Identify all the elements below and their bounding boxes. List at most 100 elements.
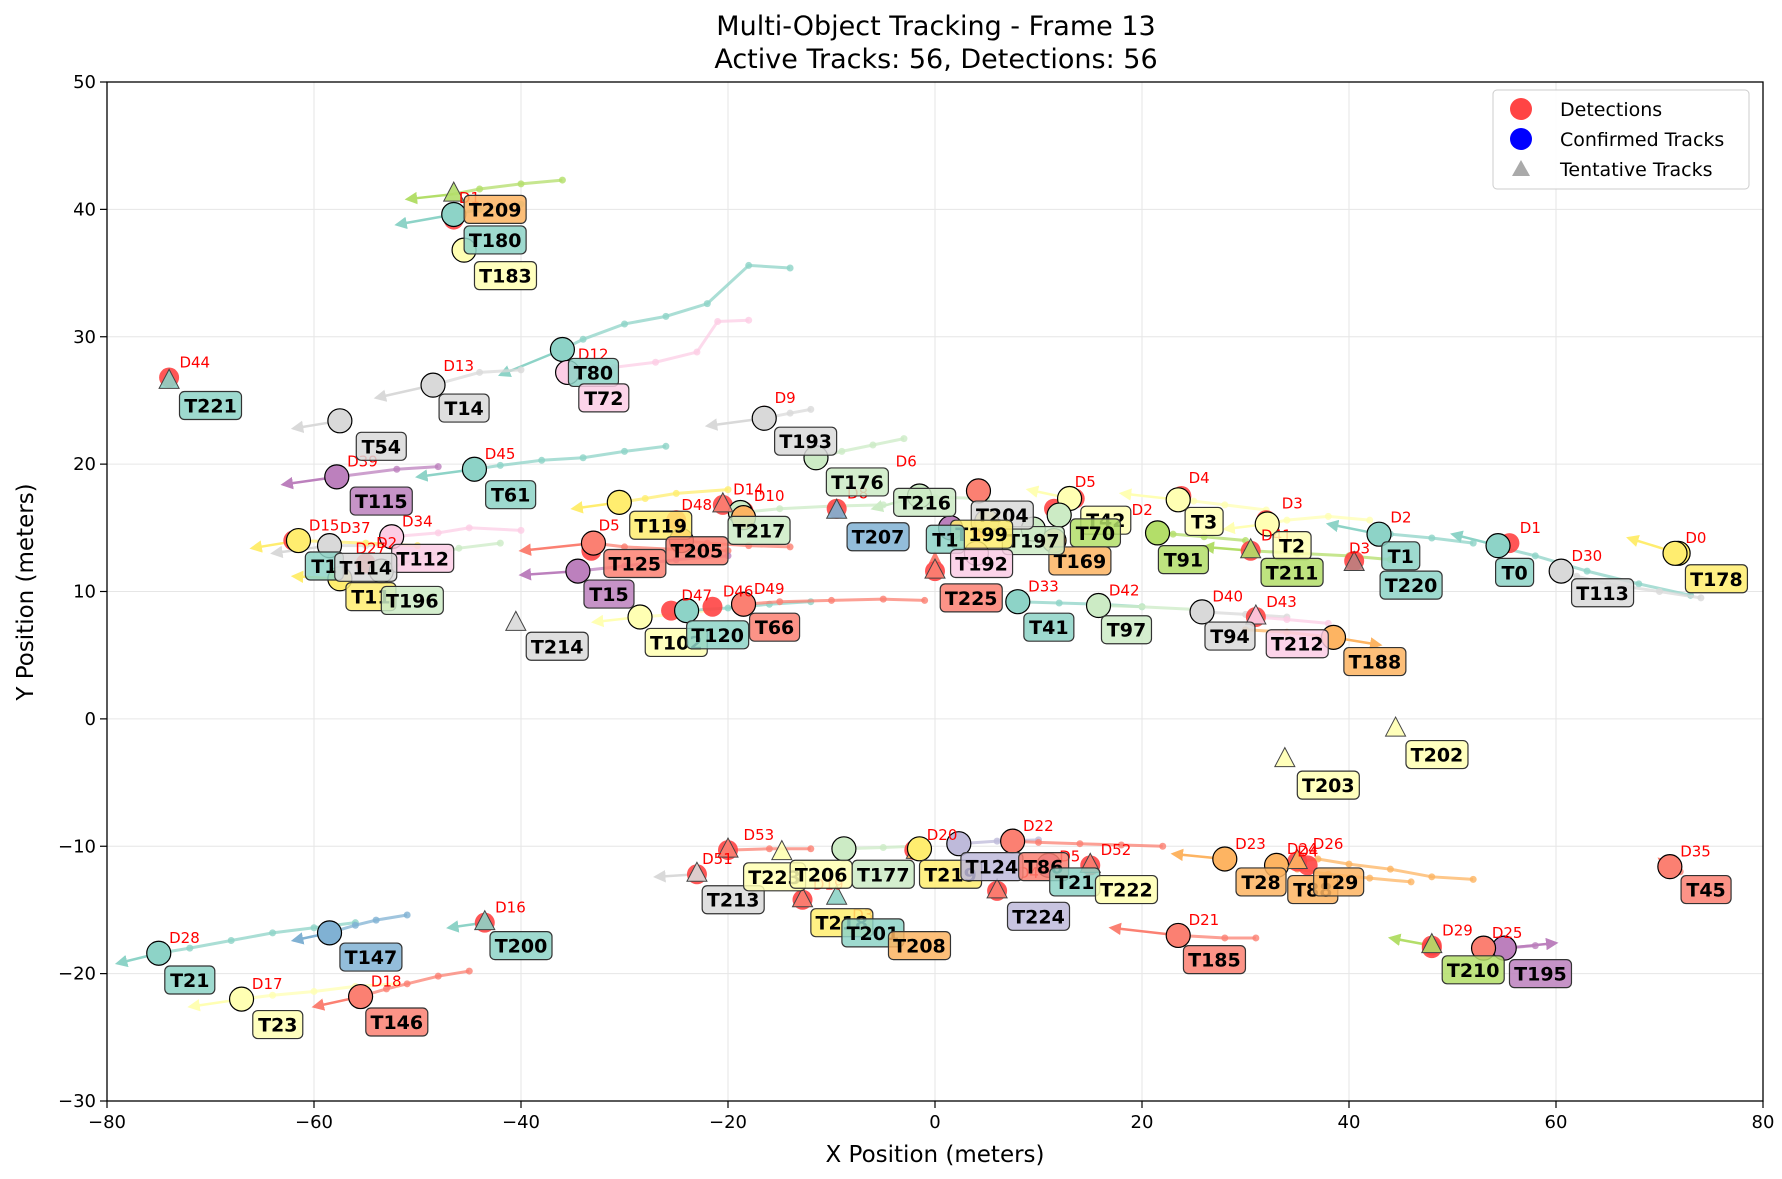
detection-label: D42 bbox=[1109, 581, 1140, 599]
y-tick-label: 50 bbox=[73, 72, 96, 93]
trail-point bbox=[579, 454, 587, 462]
chart-subtitle: Active Tracks: 56, Detections: 56 bbox=[714, 44, 1157, 75]
track-label-background bbox=[774, 426, 838, 456]
track-label-text: T192 bbox=[955, 553, 1008, 575]
track-label-background bbox=[578, 383, 630, 413]
track-label-background bbox=[164, 965, 216, 995]
trail-point bbox=[621, 320, 628, 328]
confirmed-track-marker bbox=[1662, 540, 1688, 566]
tentative-track-marker bbox=[825, 498, 848, 519]
track-label-box: T193 bbox=[774, 426, 838, 456]
detection-label: D13 bbox=[443, 357, 474, 375]
track-label-text: T114 bbox=[339, 557, 392, 579]
track-label-text: T70 bbox=[1076, 523, 1115, 545]
track-label-background bbox=[380, 585, 444, 616]
confirmed-track-marker bbox=[1085, 592, 1112, 619]
track-label-box: T217 bbox=[727, 515, 791, 545]
track-label-box: T114 bbox=[334, 552, 398, 582]
trail-point bbox=[745, 316, 753, 324]
track-label-text: T213 bbox=[707, 890, 760, 912]
trail-point bbox=[403, 980, 411, 988]
trail-point bbox=[1055, 599, 1063, 607]
track-label-text: T113 bbox=[1576, 583, 1629, 605]
track-label-box: T112 bbox=[391, 543, 455, 573]
confirmed-track-marker bbox=[1165, 487, 1191, 513]
trail-point bbox=[1117, 841, 1125, 849]
track-labels: D0D1D2D3D4D5D6D8D9D10D12D13D14D15D16D17D… bbox=[164, 189, 1749, 1040]
track-label-text: T183 bbox=[479, 266, 532, 288]
y-tick-label: 30 bbox=[73, 327, 96, 348]
track-label-box: T2 bbox=[1272, 531, 1312, 561]
legend-label: Confirmed Tracks bbox=[1560, 129, 1724, 151]
track-label-text: T112 bbox=[396, 548, 449, 570]
tentative-track-marker bbox=[711, 491, 734, 513]
track-label-background bbox=[686, 620, 750, 650]
track-label-background bbox=[334, 552, 398, 582]
x-axis-label: X Position (meters) bbox=[825, 1142, 1044, 1168]
confirmed-track-marker bbox=[1165, 922, 1191, 949]
track-label-text: T225 bbox=[945, 588, 998, 610]
track-label-box: T3 bbox=[1184, 506, 1224, 537]
trail-point bbox=[1386, 865, 1394, 873]
track-label-text: T205 bbox=[671, 541, 724, 563]
track-label-background bbox=[1184, 506, 1224, 537]
y-tick-label: 20 bbox=[73, 454, 96, 475]
trail-point bbox=[372, 916, 380, 924]
track-label-box: T180 bbox=[463, 225, 527, 255]
trail-point bbox=[921, 596, 929, 604]
trail-point bbox=[828, 596, 835, 604]
legend-marker-confirmed bbox=[1510, 128, 1532, 150]
trail-point bbox=[807, 405, 815, 413]
tentative-track-marker bbox=[504, 610, 527, 631]
trail-point bbox=[1469, 539, 1477, 547]
detection-label: D53 bbox=[744, 826, 775, 844]
confirmed-track-marker bbox=[606, 489, 632, 515]
confirmed-track-marker bbox=[1189, 599, 1215, 625]
trail-point bbox=[745, 261, 753, 269]
track-label-text: T211 bbox=[1266, 562, 1319, 584]
trail-point bbox=[776, 598, 784, 606]
detection-label: D37 bbox=[340, 519, 371, 537]
confirmed-track-marker bbox=[946, 831, 972, 857]
detection-label: D1 bbox=[1520, 519, 1541, 537]
x-tick-label: 0 bbox=[929, 1112, 940, 1133]
confirmed-track-marker bbox=[965, 478, 992, 504]
track-label-box: T209 bbox=[463, 194, 527, 224]
confirmed-track-marker bbox=[1657, 854, 1683, 880]
trail-line bbox=[453, 178, 563, 196]
track-label-background bbox=[1182, 945, 1247, 975]
trail-point bbox=[1366, 874, 1374, 882]
trail-point bbox=[465, 524, 473, 532]
trail-point bbox=[393, 980, 401, 988]
track-label-box: T23 bbox=[252, 1009, 304, 1040]
confirmed-track-marker bbox=[1548, 558, 1574, 584]
track-label-text: T220 bbox=[1385, 575, 1438, 597]
track-label-text: T146 bbox=[370, 1012, 423, 1034]
track-label-text: T176 bbox=[831, 472, 884, 494]
track-label-background bbox=[893, 487, 957, 517]
tentative-track-marker bbox=[686, 861, 708, 882]
trail-line bbox=[474, 444, 667, 471]
trail-point bbox=[538, 456, 546, 464]
tentative-track-marker bbox=[473, 909, 496, 931]
track-label-text: T208 bbox=[893, 936, 946, 958]
track-label-background bbox=[1405, 739, 1469, 770]
track-label-background bbox=[1381, 541, 1421, 571]
y-tick-label: 40 bbox=[73, 199, 96, 220]
trail-point bbox=[382, 985, 390, 993]
confirmed-track-marker bbox=[1144, 520, 1171, 546]
confirmed-track-marker bbox=[1212, 846, 1238, 872]
track-label-text: T61 bbox=[491, 485, 530, 507]
track-label-box: T178 bbox=[1684, 564, 1749, 594]
detection-label: D44 bbox=[179, 353, 210, 371]
trail-point bbox=[517, 180, 525, 188]
track-label-text: T197 bbox=[1007, 531, 1060, 553]
track-label-box: T91 bbox=[1157, 545, 1210, 575]
trail-point bbox=[900, 435, 908, 443]
y-tick-label: 0 bbox=[85, 709, 96, 730]
trail-point bbox=[351, 921, 359, 929]
detection-label: D2 bbox=[1390, 509, 1411, 527]
track-label-background bbox=[1570, 578, 1635, 608]
detection-label: D30 bbox=[1572, 547, 1603, 565]
